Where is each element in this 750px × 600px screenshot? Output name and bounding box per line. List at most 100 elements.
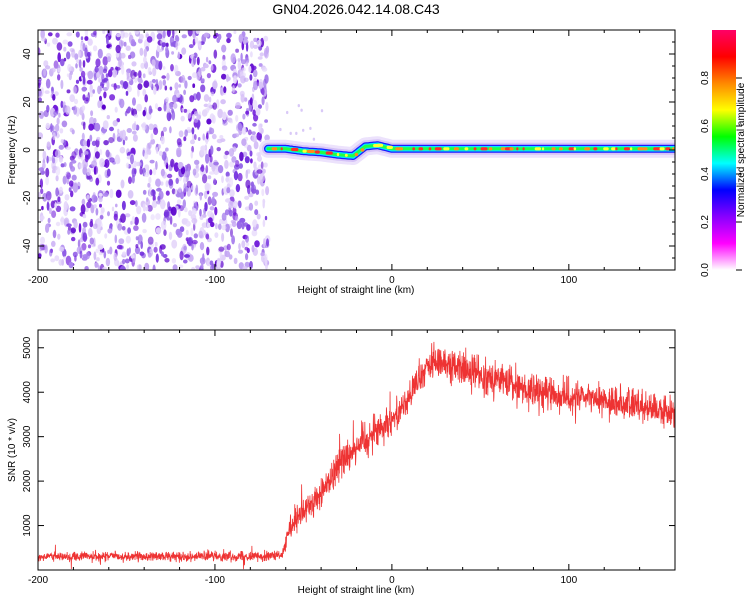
noise-speck xyxy=(227,109,233,116)
noise-speck xyxy=(161,75,166,79)
noise-speck xyxy=(191,243,194,251)
noise-speck xyxy=(175,36,180,42)
signal-hotspot xyxy=(541,147,545,151)
noise-speck xyxy=(198,230,203,239)
noise-speck xyxy=(55,221,61,227)
noise-speck xyxy=(86,79,93,85)
noise-speck xyxy=(212,102,218,110)
noise-speck xyxy=(82,94,86,101)
noise-speck xyxy=(132,134,138,142)
signal-hotspot xyxy=(280,147,283,151)
noise-speck xyxy=(181,107,184,112)
noise-speck xyxy=(212,191,219,197)
noise-speck xyxy=(51,86,54,92)
noise-speck xyxy=(60,163,65,168)
noise-speck xyxy=(200,84,206,93)
noise-speck xyxy=(106,35,109,45)
noise-speck xyxy=(146,148,152,155)
noise-speck xyxy=(97,48,103,59)
noise-speck xyxy=(142,228,147,234)
noise-speck xyxy=(209,221,215,228)
noise-speck xyxy=(120,30,125,39)
signal-hotspot xyxy=(464,147,469,151)
noise-speck xyxy=(82,164,87,175)
noise-speck xyxy=(245,110,250,115)
signal-hotspot xyxy=(412,147,416,151)
noise-speck xyxy=(245,179,251,189)
noise-speck xyxy=(74,53,79,61)
noise-speck xyxy=(184,129,188,137)
noise-speck xyxy=(171,51,175,55)
noise-speck xyxy=(165,102,170,112)
noise-speck xyxy=(155,78,159,89)
noise-speck xyxy=(170,206,177,216)
noise-speck xyxy=(244,156,250,164)
noise-speck xyxy=(112,69,118,78)
noise-speck xyxy=(249,74,253,81)
noise-speck xyxy=(71,159,77,164)
noise-speck xyxy=(261,96,265,106)
noise-speck xyxy=(179,250,184,261)
noise-speck xyxy=(115,85,121,89)
noise-speck xyxy=(43,68,47,77)
noise-speck xyxy=(226,187,231,194)
signal-hotspot xyxy=(418,147,424,151)
spectrogram-x-ticks: -200 -100 0 100 xyxy=(28,30,676,286)
noise-speck xyxy=(175,177,179,184)
noise-speck xyxy=(92,45,98,52)
noise-speck xyxy=(289,131,292,135)
noise-speck xyxy=(57,74,61,81)
noise-speck xyxy=(95,248,100,254)
noise-speck xyxy=(66,172,72,180)
noise-speck xyxy=(130,163,134,169)
noise-speck xyxy=(233,257,238,265)
noise-speck xyxy=(102,266,108,270)
noise-speck xyxy=(258,63,263,67)
y-tick-label: -20 xyxy=(22,190,33,205)
noise-speck xyxy=(75,31,80,38)
noise-speck xyxy=(191,239,198,245)
noise-speck xyxy=(186,126,191,132)
noise-speck xyxy=(202,133,205,141)
noise-speck xyxy=(176,230,183,238)
noise-speck xyxy=(235,48,240,53)
noise-speck xyxy=(193,111,199,117)
noise-speck xyxy=(82,232,88,243)
noise-speck xyxy=(264,119,268,123)
noise-speck xyxy=(60,79,64,90)
noise-speck xyxy=(187,30,193,37)
noise-speck xyxy=(200,164,205,173)
noise-speck xyxy=(82,221,88,228)
noise-speck xyxy=(198,43,202,49)
noise-speck xyxy=(245,242,250,247)
noise-speck xyxy=(50,123,53,133)
noise-speck xyxy=(220,99,226,105)
noise-speck xyxy=(165,180,169,188)
noise-speck xyxy=(61,259,65,266)
noise-speck xyxy=(130,154,134,165)
x-tick-label: -100 xyxy=(205,275,225,286)
noise-speck xyxy=(201,78,205,83)
noise-speck xyxy=(239,90,245,97)
noise-speck xyxy=(192,72,198,79)
noise-speck xyxy=(199,215,204,221)
noise-speck xyxy=(69,71,73,75)
noise-speck xyxy=(50,258,56,263)
noise-speck xyxy=(203,32,210,38)
noise-speck xyxy=(207,175,212,180)
noise-speck xyxy=(38,47,41,56)
noise-speck xyxy=(126,264,129,270)
noise-speck xyxy=(185,220,191,227)
noise-speck xyxy=(263,35,269,42)
noise-speck xyxy=(257,104,262,109)
noise-speck xyxy=(125,235,131,244)
noise-speck xyxy=(75,79,80,84)
signal-hotspot xyxy=(534,147,541,151)
noise-speck xyxy=(100,210,104,216)
noise-speck xyxy=(241,126,247,135)
noise-speck xyxy=(225,74,230,83)
noise-speck xyxy=(168,231,173,240)
signal-hotspot xyxy=(395,147,403,151)
noise-speck xyxy=(213,49,218,59)
